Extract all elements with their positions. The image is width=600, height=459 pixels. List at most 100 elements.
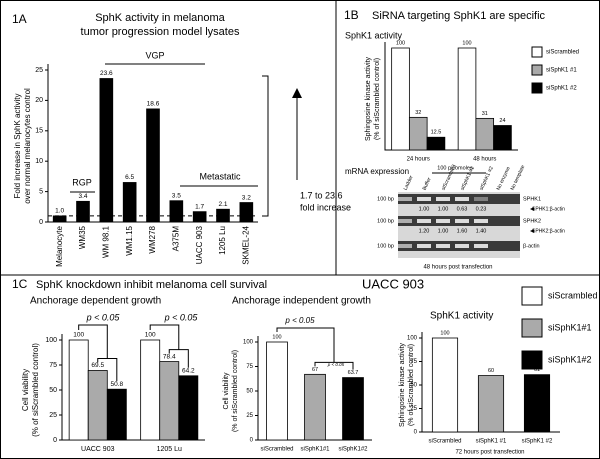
panel-label: 1C — [12, 277, 28, 291]
panel-label: 1B — [344, 8, 359, 22]
data-label: 32 — [415, 110, 421, 116]
x-tick-label: SKMEL-24 — [241, 225, 250, 264]
data-label: 31 — [482, 111, 488, 117]
annotation: fold increase — [300, 202, 351, 212]
x-tick-label: 1205 Lu — [218, 226, 227, 255]
legend-label: siSphK1#1 — [548, 322, 592, 332]
lane-label: No template — [510, 164, 527, 191]
y-tick-label: 0 — [414, 430, 418, 436]
y-axis-label: Sphingosine kinase activity — [399, 342, 406, 427]
ratio-label: SPHK1:β-actin — [532, 206, 565, 212]
bar — [391, 47, 410, 151]
x-tick-label: Melanocyte — [55, 225, 64, 266]
legend-swatch — [531, 46, 543, 58]
bar — [159, 361, 180, 441]
y-axis-label: Cell viability — [223, 372, 230, 409]
gel-band — [474, 219, 488, 223]
data-label: 3.5 — [172, 192, 181, 199]
bar — [523, 374, 551, 433]
data-label: 64.2 — [182, 368, 195, 375]
bracket — [276, 327, 354, 370]
y-tick-label: 0 — [53, 437, 57, 444]
bar — [266, 341, 288, 441]
bracket — [78, 324, 118, 382]
data-label: 63.7 — [348, 370, 359, 376]
y-axis-label: (% of siScrambled control) — [232, 350, 239, 432]
gel-title: mRNA expression — [345, 167, 409, 176]
data-label: 3.4 — [78, 193, 87, 200]
ratio: 1.00 — [438, 228, 449, 234]
legend-label: siSphK1 #2 — [546, 86, 577, 92]
data-label: 78.4 — [163, 353, 176, 360]
cell-line: UACC 903 — [362, 276, 424, 291]
x-tick-label: WM278 — [148, 225, 157, 253]
y-tick-label: 25 — [410, 406, 417, 412]
legend-swatch — [531, 64, 543, 76]
data-label: 1.0 — [55, 208, 64, 215]
chart-title: SphK1 activity — [345, 30, 403, 40]
data-label: 2.1 — [218, 201, 227, 208]
x-tick-label: siSphK1#1 — [300, 447, 330, 453]
legend-swatch — [531, 82, 543, 94]
bar — [169, 200, 184, 223]
gel-footer: 48 hours post transfection — [423, 265, 492, 271]
y-tick-label: 15 — [35, 128, 43, 135]
legend-swatch — [521, 286, 543, 306]
x-tick-label: siScrambled — [260, 447, 293, 453]
size-marker: 100 bp — [377, 243, 394, 249]
panel-heading: SiRNA targeting SphK1 are specific — [372, 10, 546, 22]
y-tick-label: 5 — [39, 188, 43, 195]
data-label: 67 — [312, 367, 318, 373]
gel-band — [436, 197, 450, 201]
lane-label: Ladder — [403, 174, 415, 191]
gel-band — [455, 244, 469, 248]
y-axis-label: (% of siScrambled control) — [374, 58, 381, 140]
y-axis-label: (% of siScrambled control) — [408, 344, 415, 426]
ratio: 1.60 — [457, 228, 468, 234]
data-label: 12.5 — [431, 130, 442, 136]
annotation: p < 0.05 — [86, 312, 121, 322]
y-tick-label: 50 — [410, 383, 417, 389]
x-tick-label: WM35 — [78, 225, 87, 249]
ratio: 0.63 — [457, 206, 468, 212]
gel-band — [417, 197, 431, 201]
bar — [304, 373, 326, 441]
y-axis-label: Fold increase in SphK activity — [13, 94, 22, 199]
size-marker: 100 bp — [377, 196, 394, 202]
bar — [426, 136, 446, 151]
annotation: Metastatic — [199, 171, 241, 181]
y-axis-label: Sphingosine kinase activity — [365, 56, 372, 141]
data-label: 50.8 — [110, 381, 123, 388]
data-label: 3.2 — [242, 194, 251, 201]
bar — [216, 208, 230, 223]
legend-swatch — [521, 350, 543, 370]
gel-band — [398, 197, 412, 201]
bar — [99, 78, 114, 223]
y-tick-label: 100 — [45, 337, 57, 344]
x-axis-label: 72 hours post transfection — [455, 450, 524, 456]
gel-band — [398, 219, 412, 223]
gel-band — [474, 197, 488, 201]
bar — [52, 215, 67, 223]
y-tick-label: 50 — [246, 389, 253, 395]
bar — [239, 202, 254, 223]
gel-band — [455, 219, 469, 223]
bar — [408, 116, 428, 151]
bar — [475, 117, 495, 151]
data-label: 6.5 — [125, 174, 134, 181]
x-tick-label: A375M — [171, 226, 180, 252]
x-tick-label: siSphK1 #1 — [476, 439, 507, 445]
ratio: 1.00 — [419, 206, 430, 212]
lane-label: siSphK1 #2 — [479, 165, 495, 191]
annotation: VGP — [145, 50, 164, 60]
x-tick-label: UACC 903 — [81, 446, 115, 453]
lane-label: Buffer — [422, 177, 433, 192]
bar — [122, 182, 137, 223]
chart-title: Anchorage dependent growth — [30, 296, 161, 307]
y-tick-label: 0 — [39, 219, 43, 226]
bar — [457, 47, 477, 151]
annotation: p < 0.05 — [327, 362, 345, 367]
gel-band — [474, 244, 488, 248]
y-tick-label: 100 — [407, 336, 418, 342]
